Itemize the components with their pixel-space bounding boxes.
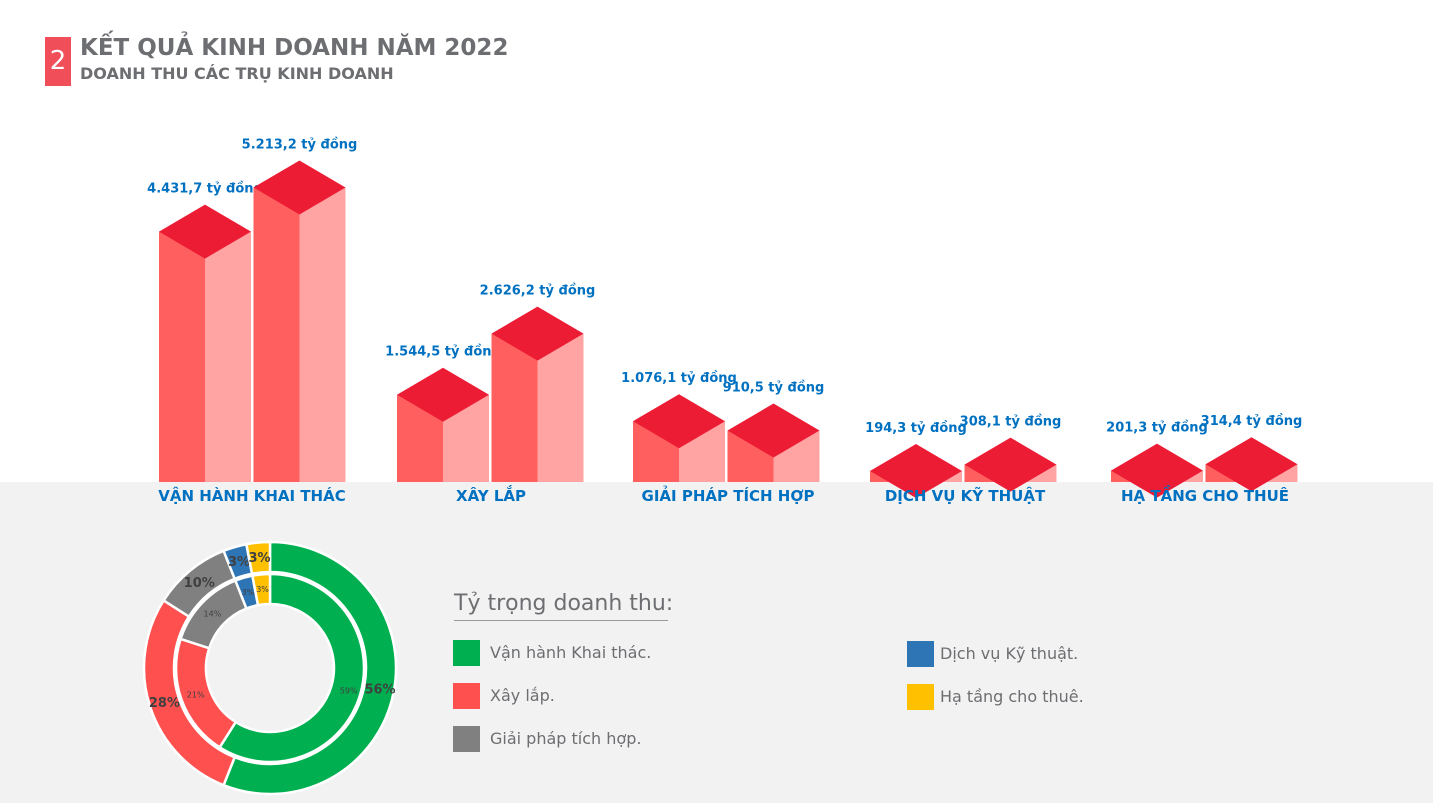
bar-3-0 bbox=[870, 444, 962, 499]
bar-top-face bbox=[397, 367, 489, 422]
bar-2-1 bbox=[727, 403, 820, 482]
bar-top-face bbox=[491, 306, 584, 361]
bar-top-face bbox=[1205, 437, 1298, 492]
legend-swatch bbox=[453, 683, 480, 709]
bar-value-label: 5.213,2 tỷ đồng bbox=[242, 137, 358, 152]
bar-top-face bbox=[1111, 443, 1203, 498]
bar-value-label: 194,3 tỷ đồng bbox=[865, 421, 967, 436]
donut-label-outer-3: 3% bbox=[228, 555, 250, 570]
category-label: VẬN HÀNH KHAI THÁC bbox=[158, 485, 345, 505]
category-label: HẠ TẦNG CHO THUÊ bbox=[1121, 484, 1289, 505]
donut-label-inner-1: 21% bbox=[187, 691, 205, 700]
legend-swatch bbox=[453, 640, 480, 666]
bar-top-face bbox=[870, 444, 962, 499]
bar-front-face bbox=[253, 187, 300, 482]
bar-top-face bbox=[633, 394, 725, 449]
bar-top-face bbox=[253, 160, 346, 215]
legend-label: Vận hành Khai thác. bbox=[490, 643, 652, 662]
bar-side-face bbox=[537, 333, 584, 482]
bar-value-label: 4.431,7 tỷ đồng bbox=[147, 182, 263, 197]
donut-label-inner-4: 3% bbox=[256, 585, 269, 594]
bar-4-0 bbox=[1111, 443, 1203, 498]
bar-1-0 bbox=[397, 367, 489, 482]
bar-4-1 bbox=[1205, 437, 1298, 492]
bar-front-face bbox=[491, 333, 538, 482]
bar-2-0 bbox=[633, 394, 725, 482]
bar-value-label: 2.626,2 tỷ đồng bbox=[480, 284, 596, 299]
bar-value-label: 1.544,5 tỷ đồng bbox=[385, 345, 501, 360]
bar-value-label: 201,3 tỷ đồng bbox=[1106, 421, 1208, 436]
legend-title: Tỷ trọng doanh thu: bbox=[454, 591, 674, 616]
legend-swatch bbox=[453, 726, 480, 752]
legend-label: Hạ tầng cho thuê. bbox=[940, 687, 1084, 706]
section-number-badge: 2 bbox=[45, 37, 71, 86]
bar-side-face bbox=[299, 187, 346, 482]
donut-label-outer-4: 3% bbox=[249, 551, 271, 566]
legend-swatch bbox=[907, 684, 934, 710]
bar-side-face bbox=[205, 231, 251, 482]
donut-label-inner-0: 59% bbox=[340, 687, 358, 696]
bar-front-face bbox=[159, 231, 205, 482]
bar-value-label: 1.076,1 tỷ đồng bbox=[621, 371, 737, 386]
bar-3-1 bbox=[964, 437, 1057, 492]
bar-top-face bbox=[964, 437, 1057, 492]
donut-slice-inner-0 bbox=[217, 572, 366, 764]
category-label: DỊCH VỤ KỸ THUẬT bbox=[885, 485, 1046, 505]
bar-top-face bbox=[727, 403, 820, 458]
category-label: GIẢI PHÁP TÍCH HỢP bbox=[642, 484, 815, 505]
legend-title-underline bbox=[454, 620, 668, 621]
bar-value-label: 314,4 tỷ đồng bbox=[1201, 414, 1303, 429]
donut-label-outer-0: 56% bbox=[364, 683, 395, 698]
legend-label: Giải pháp tích hợp. bbox=[490, 729, 642, 748]
page-subtitle: DOANH THU CÁC TRỤ KINH DOANH bbox=[80, 64, 394, 83]
category-label: XÂY LẮP bbox=[456, 484, 526, 505]
bar-0-0 bbox=[159, 204, 251, 482]
bar-value-label: 910,5 tỷ đồng bbox=[723, 381, 825, 396]
donut-slice-inner-4 bbox=[250, 572, 272, 607]
donut-label-inner-2: 14% bbox=[204, 610, 222, 619]
bar-value-label: 308,1 tỷ đồng bbox=[960, 415, 1062, 430]
donut-slice-outer-4 bbox=[244, 540, 272, 576]
donut-slice-outer-0 bbox=[221, 540, 398, 796]
donut-label-outer-1: 28% bbox=[149, 696, 180, 711]
page-title: KẾT QUẢ KINH DOANH NĂM 2022 bbox=[80, 35, 509, 61]
donut-label-outer-2: 10% bbox=[184, 576, 215, 591]
revenue-bar-chart: 4.431,7 tỷ đồng 5.213,2 tỷ đồng VẬN HÀNH K… bbox=[147, 137, 1303, 505]
bar-top-face bbox=[159, 204, 251, 259]
legend-swatch bbox=[907, 641, 934, 667]
bar-1-1 bbox=[491, 306, 584, 482]
bar-0-1 bbox=[253, 160, 346, 482]
donut-label-inner-3: 3% bbox=[242, 588, 255, 597]
revenue-share-donut: 56%28%10%3%3%59%21%14%3% 3% bbox=[142, 540, 398, 796]
legend-label: Xây lắp. bbox=[490, 686, 555, 705]
legend-label: Dịch vụ Kỹ thuật. bbox=[940, 644, 1079, 663]
